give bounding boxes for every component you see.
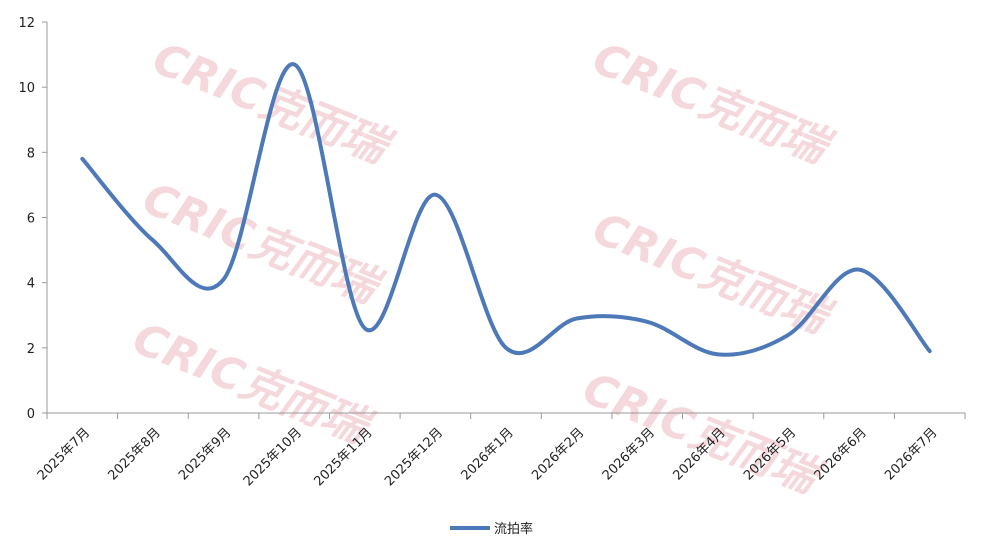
y-tick-label: 8: [27, 146, 35, 161]
watermark: CRIC克而瑞: [126, 313, 380, 455]
x-tick-label: 2025年8月: [106, 425, 164, 483]
y-tick-label: 6: [27, 212, 35, 227]
watermark: CRIC克而瑞: [586, 33, 840, 175]
legend-label: 流拍率: [494, 521, 533, 537]
y-tick-label: 4: [27, 277, 35, 292]
x-tick-label: 2026年2月: [529, 425, 587, 483]
y-tick-label: 12: [18, 16, 35, 31]
y-tick-label: 10: [18, 81, 35, 96]
y-tick-label: 2: [27, 342, 35, 357]
x-tick-label: 2025年9月: [176, 425, 234, 483]
x-tick-label: 2026年1月: [459, 425, 517, 483]
series-line: [80, 62, 932, 357]
x-tick-label: 2026年3月: [600, 425, 658, 483]
y-tick-label: 0: [27, 407, 35, 422]
x-tick-label: 2025年10月: [241, 425, 305, 489]
x-tick-label: 2026年7月: [882, 425, 940, 483]
x-tick-label: 2025年12月: [382, 425, 446, 489]
x-tick-label: 2025年7月: [35, 425, 93, 483]
